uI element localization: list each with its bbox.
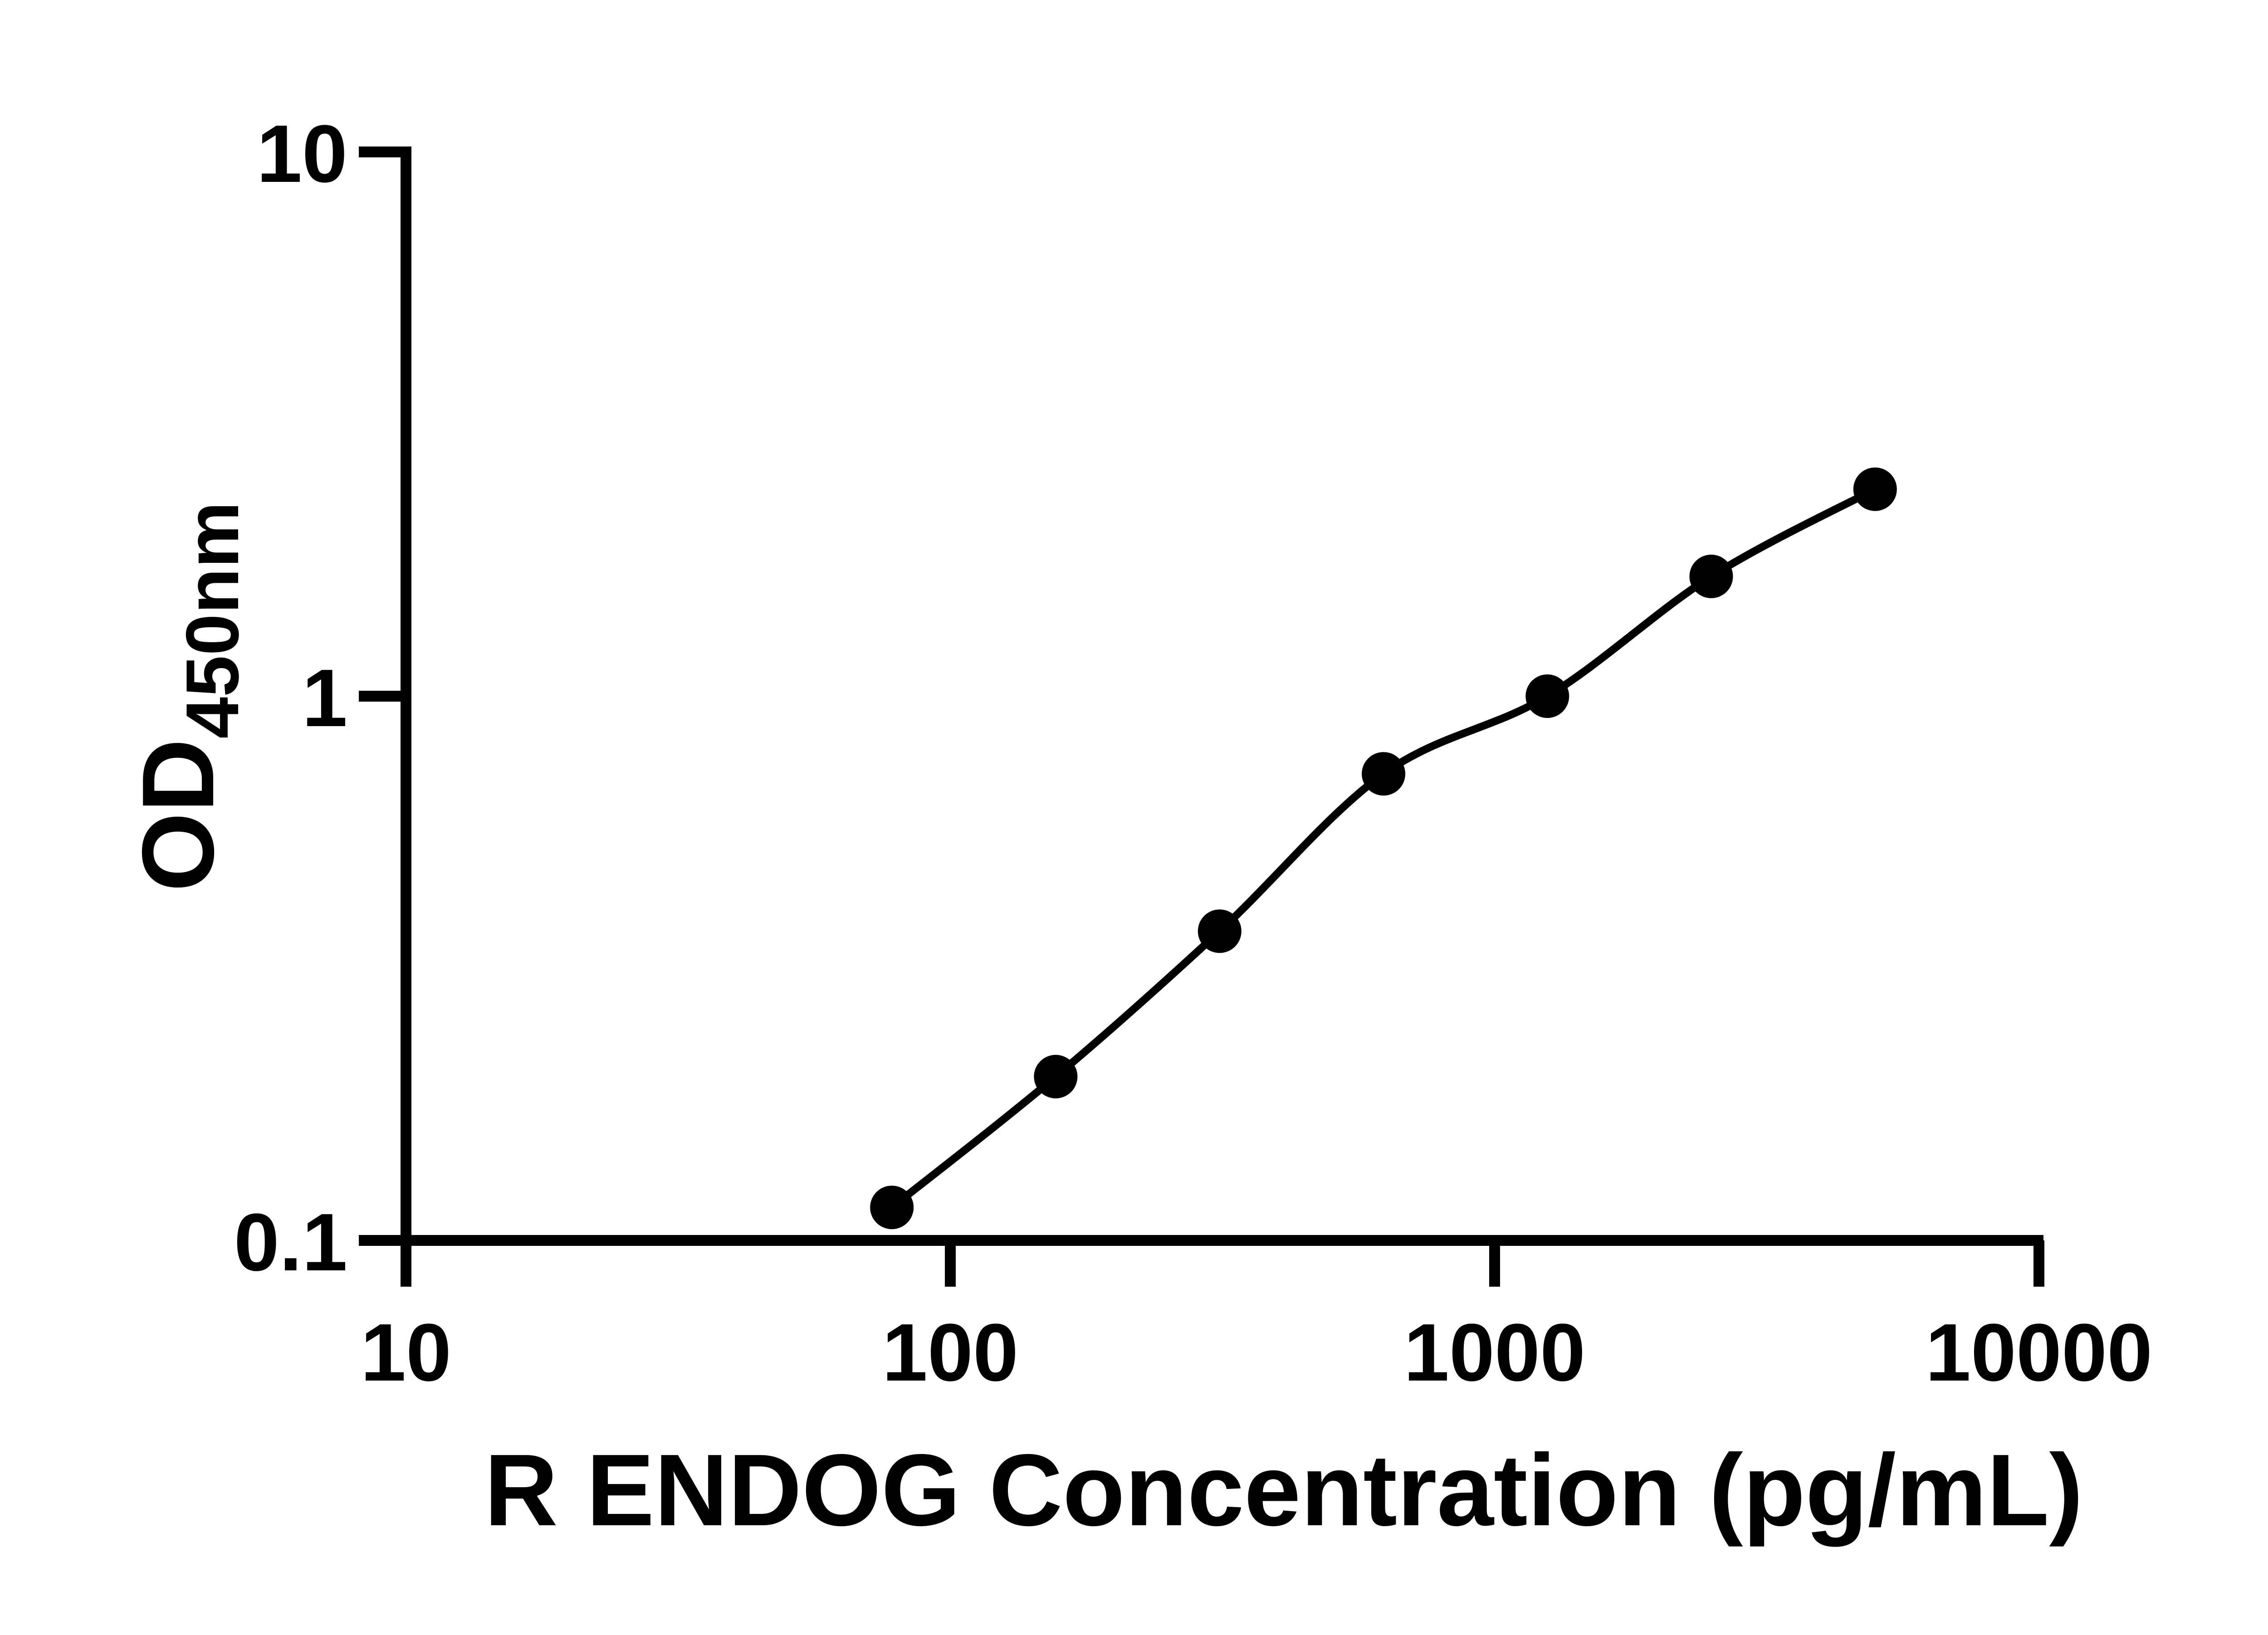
x-tick-label: 1000 [1404,1307,1585,1398]
y-axis-title: OD450nm [121,502,254,892]
data-point-marker [870,1186,914,1230]
y-axis-ticks: 0.1 1 10 [234,108,406,1288]
data-point-marker [1198,909,1242,953]
x-axis-ticks: 10 100 1000 10000 [361,1240,2152,1398]
x-tick-label: 10000 [1926,1307,2153,1398]
x-tick-label: 100 [882,1307,1018,1398]
x-axis-title: R ENDOG Concentration (pg/mL) [484,1433,2083,1547]
y-tick-label: 10 [257,108,347,200]
data-point-marker [1362,752,1406,796]
y-tick-label: 0.1 [234,1197,347,1288]
x-tick-label: 10 [361,1307,451,1398]
data-point-marker [1525,674,1569,718]
y-axis-title-main: OD [121,739,235,892]
data-point-marker [1034,1054,1078,1098]
data-point-marker [1689,554,1733,598]
y-tick-label: 1 [302,653,347,744]
data-series [870,467,1897,1230]
fitted-curve [889,486,1877,1210]
y-axis-title-subscript: 450nm [171,502,254,739]
data-point-marker [1853,467,1897,511]
